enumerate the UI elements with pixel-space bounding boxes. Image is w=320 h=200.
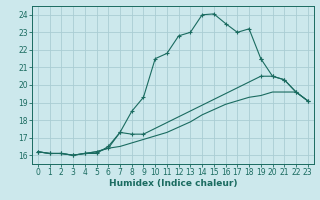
X-axis label: Humidex (Indice chaleur): Humidex (Indice chaleur) <box>108 179 237 188</box>
